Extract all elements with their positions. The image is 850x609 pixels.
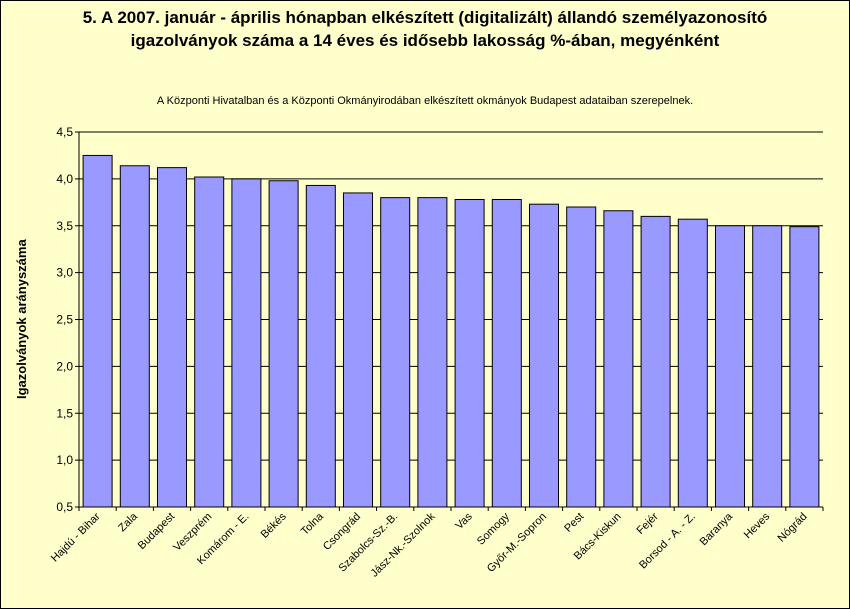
bar xyxy=(305,184,336,508)
y-tick-label: 4,0 xyxy=(56,172,73,186)
x-tick-label: Zala xyxy=(116,510,140,534)
y-tick-label: 1,0 xyxy=(56,453,73,467)
chart-subtitle: A Központi Hivatalban és a Központi Okmá… xyxy=(156,95,694,107)
bar xyxy=(714,225,746,508)
y-tick-label: 2,5 xyxy=(56,313,73,327)
x-tick-label: Vas xyxy=(453,510,475,532)
bar xyxy=(603,210,634,508)
bar xyxy=(82,154,113,508)
bar xyxy=(528,203,560,508)
bar xyxy=(342,192,374,508)
bar xyxy=(566,206,597,508)
bar xyxy=(640,215,671,508)
y-tick-label: 0,5 xyxy=(56,500,73,514)
x-tick-label: Jász-Nk.-Szolnok xyxy=(369,510,438,579)
y-tick-label: 3,0 xyxy=(56,266,73,280)
x-tick-label: Békés xyxy=(259,510,289,540)
x-tick-label: Hajdú - Bihar xyxy=(49,510,103,564)
bar xyxy=(268,180,299,508)
bar xyxy=(417,197,448,508)
bar xyxy=(194,176,225,508)
bar xyxy=(677,218,708,508)
y-tick-label: 1,5 xyxy=(56,406,73,420)
bar xyxy=(380,197,411,508)
x-tick-label: Heves xyxy=(742,510,773,541)
bar xyxy=(454,199,485,508)
y-tick-label: 3,5 xyxy=(56,219,73,233)
bar xyxy=(491,199,522,508)
x-tick-label: Pest xyxy=(562,511,586,535)
x-tick-label: Somogy xyxy=(475,510,512,547)
bar xyxy=(119,165,150,508)
chart-title: 5. A 2007. január - április hónapban elk… xyxy=(82,8,768,50)
x-tick-label: Fejér xyxy=(635,510,661,536)
bar xyxy=(752,225,783,508)
bar xyxy=(156,167,188,508)
x-tick-label: Baranya xyxy=(698,510,736,548)
bar xyxy=(789,226,820,508)
x-tick-label: Tolna xyxy=(299,510,327,538)
bar xyxy=(231,178,262,508)
x-tick-label: Nógrád xyxy=(776,511,810,545)
y-tick-label: 2,0 xyxy=(56,359,73,373)
y-tick-label: 4,5 xyxy=(56,125,73,139)
